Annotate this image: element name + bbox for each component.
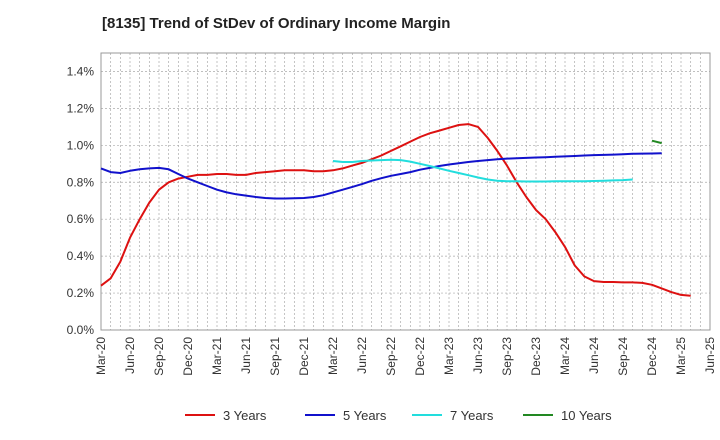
x-tick-label: Sep-24: [616, 337, 630, 376]
y-tick-label: 1.2%: [67, 101, 95, 115]
series-line-3-years: [100, 123, 691, 297]
plot-frame: [100, 52, 711, 331]
x-tick-label: Mar-21: [210, 337, 224, 375]
series-line-10-years: [651, 139, 662, 145]
y-tick-label: 1.4%: [67, 64, 95, 78]
y-tick-label: 0.6%: [67, 212, 95, 226]
x-axis: Mar-20 Jun-20 Sep-20 Dec-20 Mar-21 Jun-21 Sep-…: [94, 337, 717, 376]
chart-title: [8135] Trend of StDev of Ordinary Income…: [102, 15, 450, 32]
y-tick-label: 0.0%: [67, 323, 95, 337]
legend-label: 3 Years: [223, 408, 267, 423]
x-tick-label: Dec-20: [181, 337, 195, 376]
x-tick-label: Sep-22: [384, 337, 398, 376]
x-tick-label: Mar-25: [674, 337, 688, 375]
legend: 3 Years 5 Years 7 Years 10 Years: [185, 408, 612, 423]
x-tick-label: Dec-23: [529, 337, 543, 376]
x-tick-label: Dec-22: [413, 337, 427, 376]
series-line-7-years: [332, 158, 633, 183]
x-tick-label: Mar-20: [94, 337, 108, 375]
x-tick-label: Dec-21: [297, 337, 311, 376]
x-tick-label: Mar-24: [558, 337, 572, 375]
x-tick-label: Mar-22: [326, 337, 340, 375]
y-tick-label: 0.2%: [67, 286, 95, 300]
x-tick-label: Sep-20: [152, 337, 166, 376]
x-tick-label: Jun-24: [587, 337, 601, 374]
x-tick-label: Sep-21: [268, 337, 282, 376]
y-tick-label: 0.8%: [67, 175, 95, 189]
legend-label: 5 Years: [343, 408, 387, 423]
x-tick-label: Jun-20: [123, 337, 137, 374]
x-tick-label: Jun-22: [355, 337, 369, 374]
grid: [101, 53, 710, 330]
series-lines: [100, 123, 691, 297]
legend-label: 7 Years: [450, 408, 494, 423]
x-tick-label: Jun-21: [239, 337, 253, 374]
series-line-5-years: [100, 152, 662, 200]
x-tick-label: Jun-23: [471, 337, 485, 374]
y-tick-label: 1.0%: [67, 138, 95, 152]
legend-label: 10 Years: [561, 408, 612, 423]
x-tick-label: Dec-24: [645, 337, 659, 376]
x-tick-label: Mar-23: [442, 337, 456, 375]
y-tick-label: 0.4%: [67, 249, 95, 263]
y-axis: 0.0% 0.2% 0.4% 0.6% 0.8% 1.0% 1.2% 1.4%: [67, 64, 95, 337]
x-tick-label: Jun-25: [703, 337, 717, 374]
x-tick-label: Sep-23: [500, 337, 514, 376]
